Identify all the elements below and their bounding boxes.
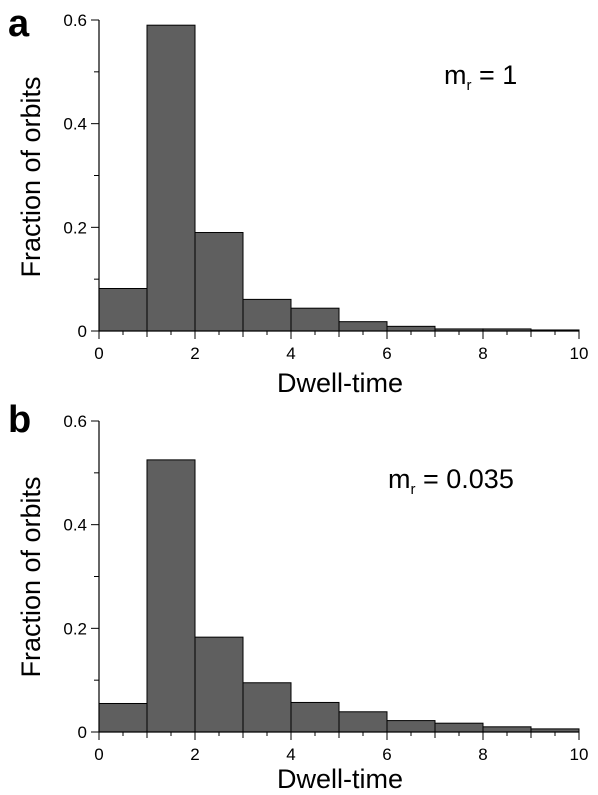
plot-area-a: 0 2 4 6 8 10 0 0.2 0.4 0.6 bbox=[63, 11, 588, 363]
bar-b-4 bbox=[290, 701, 340, 733]
y-tick-label-a-0: 0 bbox=[78, 322, 87, 341]
panel-a: a Fraction of orbits Dwell-time mr = 1 0… bbox=[8, 3, 588, 398]
x-tick-label-a-5: 10 bbox=[570, 344, 589, 363]
panel-label-a: a bbox=[8, 3, 30, 45]
bar-b-2 bbox=[194, 636, 244, 733]
bar-b-8 bbox=[482, 726, 532, 733]
bar-b-0 bbox=[98, 702, 148, 733]
x-axis-title-b: Dwell-time bbox=[277, 764, 403, 794]
bar-b-6 bbox=[386, 720, 436, 733]
annotation-b-symbol: m bbox=[388, 464, 411, 494]
bar-b-1 bbox=[146, 459, 196, 733]
annotation-b-subscript: r bbox=[411, 481, 416, 498]
y-tick-label-a-1: 0.2 bbox=[63, 218, 87, 237]
bar-a-6 bbox=[386, 325, 436, 332]
annotation-a-subscript: r bbox=[467, 77, 472, 94]
y-tick-label-b-0: 0 bbox=[78, 723, 87, 742]
plot-area-b: 0 2 4 6 8 10 0 0.2 0.4 0.6 bbox=[63, 412, 588, 764]
y-tick-label-b-3: 0.6 bbox=[63, 412, 87, 431]
bar-a-0 bbox=[98, 287, 148, 332]
annotation-b: mr = 0.035 bbox=[388, 464, 514, 498]
bar-a-2 bbox=[194, 232, 244, 332]
panel-label-b: b bbox=[8, 399, 31, 441]
bar-a-5 bbox=[338, 321, 388, 332]
x-tick-label-a-1: 2 bbox=[190, 344, 199, 363]
annotation-b-text: = 0.035 bbox=[416, 464, 514, 494]
x-tick-label-b-3: 6 bbox=[382, 745, 391, 764]
x-tick-label-a-0: 0 bbox=[94, 344, 103, 363]
x-tick-label-b-2: 4 bbox=[286, 745, 295, 764]
x-tick-label-b-4: 8 bbox=[478, 745, 487, 764]
x-tick-label-b-0: 0 bbox=[94, 745, 103, 764]
y-axis-title-a: Fraction of orbits bbox=[16, 76, 46, 277]
y-axis-title-b: Fraction of orbits bbox=[16, 476, 46, 677]
x-axis-title-a: Dwell-time bbox=[277, 368, 403, 398]
x-tick-label-b-5: 10 bbox=[570, 745, 589, 764]
annotation-a: mr = 1 bbox=[444, 60, 517, 94]
y-tick-label-b-1: 0.2 bbox=[63, 619, 87, 638]
bar-a-4 bbox=[290, 307, 340, 332]
x-tick-label-a-4: 8 bbox=[478, 344, 487, 363]
bar-b-5 bbox=[338, 711, 388, 733]
y-tick-label-a-2: 0.4 bbox=[63, 115, 87, 134]
bar-a-3 bbox=[242, 298, 292, 332]
x-tick-label-a-3: 6 bbox=[382, 344, 391, 363]
panel-b: b Fraction of orbits Dwell-time mr = 0.0… bbox=[8, 399, 588, 794]
bar-b-7 bbox=[434, 722, 484, 733]
annotation-a-symbol: m bbox=[444, 60, 467, 90]
y-tick-label-a-3: 0.6 bbox=[63, 11, 87, 30]
x-tick-label-a-2: 4 bbox=[286, 344, 295, 363]
bar-a-1 bbox=[146, 24, 196, 332]
x-tick-label-b-1: 2 bbox=[190, 745, 199, 764]
bar-b-3 bbox=[242, 682, 292, 733]
annotation-a-text: = 1 bbox=[472, 60, 518, 90]
y-tick-label-b-2: 0.4 bbox=[63, 516, 87, 535]
